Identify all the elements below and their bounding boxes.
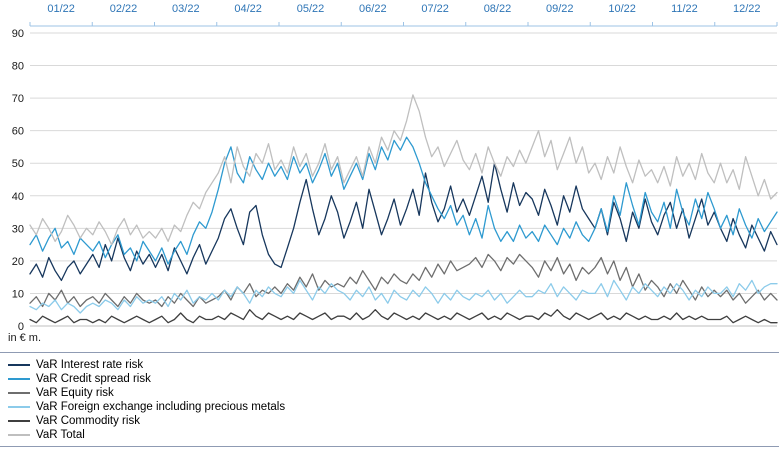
y-axis-tick-label: 0 xyxy=(18,321,24,333)
legend-label: VaR Foreign exchange including precious … xyxy=(36,401,286,413)
unit-label: in € m. xyxy=(8,332,42,344)
y-axis-tick-label: 20 xyxy=(12,256,24,268)
chart-plot-area: 90 80 70 60 50 40 30 20 10 0 xyxy=(12,22,778,333)
x-axis-label: 08/22 xyxy=(483,3,512,15)
legend: VaR Interest rate risk VaR Credit spread … xyxy=(8,358,285,442)
y-axis-tick-label: 60 xyxy=(12,126,24,138)
x-axis-label: 03/22 xyxy=(172,3,200,15)
x-axis-label: 12/22 xyxy=(733,3,761,15)
x-axis-label: 04/22 xyxy=(234,3,262,15)
series-var-commodity-risk xyxy=(29,309,778,324)
legend-label: VaR Credit spread risk xyxy=(36,373,151,385)
legend-item: VaR Credit spread risk xyxy=(8,372,285,386)
legend-bottom-divider xyxy=(0,446,779,447)
legend-top-divider xyxy=(0,352,779,353)
x-axis-label: 10/22 xyxy=(608,3,636,15)
y-axis-tick-label: 10 xyxy=(12,288,24,300)
legend-label: VaR Equity risk xyxy=(36,387,114,399)
y-axis-tick-label: 30 xyxy=(12,223,24,235)
legend-label: VaR Total xyxy=(36,429,85,441)
series-var-foreign-exchange-including-precious-metals xyxy=(29,279,778,314)
legend-line-swatch xyxy=(8,392,30,394)
y-axis-tick-label: 70 xyxy=(12,93,24,105)
x-axis-label: 11/22 xyxy=(671,3,698,15)
series-var-interest-rate-risk xyxy=(29,162,778,282)
x-axis-label: 02/22 xyxy=(109,3,138,15)
legend-line-swatch xyxy=(8,378,30,380)
legend-line-swatch xyxy=(8,406,30,408)
x-axis-label: 06/22 xyxy=(359,3,387,15)
x-axis-label: 05/22 xyxy=(296,3,325,15)
legend-line-swatch xyxy=(8,364,30,366)
legend-label: VaR Commodity risk xyxy=(36,415,140,427)
legend-line-swatch xyxy=(8,434,30,436)
legend-item: VaR Commodity risk xyxy=(8,414,285,428)
legend-line-swatch xyxy=(8,420,30,422)
y-axis-tick-label: 80 xyxy=(12,61,24,73)
y-axis-tick-label: 50 xyxy=(12,158,24,170)
legend-item: VaR Equity risk xyxy=(8,386,285,400)
legend-item: VaR Total xyxy=(8,428,285,442)
series-var-equity-risk xyxy=(29,253,778,308)
y-axis-tick-label: 90 xyxy=(12,28,24,40)
y-axis-tick-label: 40 xyxy=(12,191,24,203)
series-var-total xyxy=(29,94,778,246)
x-axis-label: 01/22 xyxy=(47,3,75,15)
series-var-credit-spread-risk xyxy=(29,136,778,265)
x-axis-label: 07/22 xyxy=(421,3,449,15)
x-axis-labels: 01/22 02/22 03/22 04/22 05/22 06/22 07/22 08/22… xyxy=(30,3,778,15)
x-axis-label: 09/22 xyxy=(546,3,574,15)
legend-item: VaR Interest rate risk xyxy=(8,358,285,372)
legend-label: VaR Interest rate risk xyxy=(36,359,144,371)
legend-item: VaR Foreign exchange including precious … xyxy=(8,400,285,414)
